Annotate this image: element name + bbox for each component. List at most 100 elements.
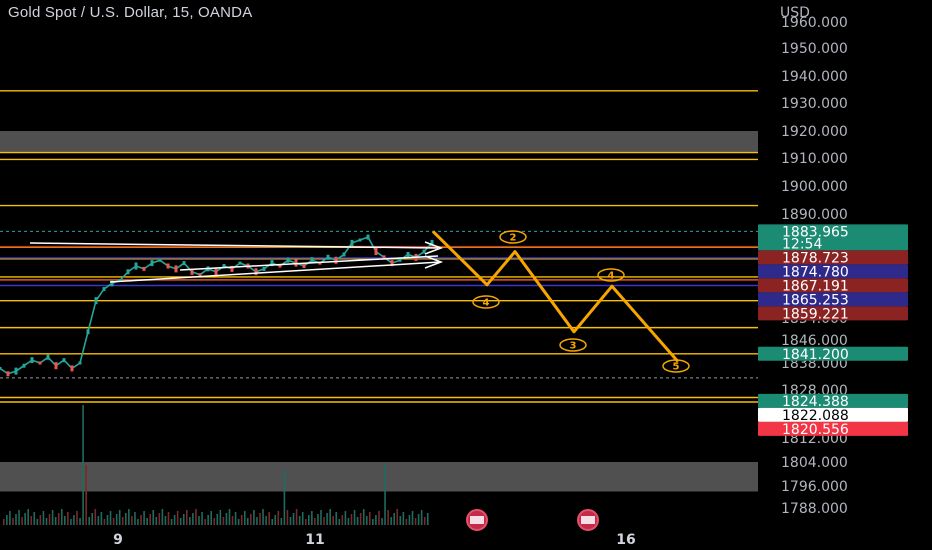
candle bbox=[38, 361, 42, 365]
candle bbox=[214, 268, 218, 276]
arrow-line bbox=[179, 255, 439, 271]
volume-bar bbox=[237, 519, 240, 525]
price-badge-countdown: 12:54 bbox=[782, 236, 822, 252]
y-tick-label: 1930.000 bbox=[781, 96, 848, 112]
arrow-head bbox=[424, 255, 444, 269]
price-badge bbox=[758, 264, 908, 279]
volume-bar bbox=[253, 510, 255, 525]
wave-circle-4 bbox=[472, 295, 500, 309]
y-tick-label: 1960.000 bbox=[781, 15, 848, 31]
volume-bar bbox=[134, 512, 136, 525]
volume-bar bbox=[268, 512, 270, 525]
volume-bar bbox=[234, 512, 237, 525]
y-tick-label: 1890.000 bbox=[781, 207, 848, 223]
volume-bar bbox=[274, 515, 277, 525]
volume-bar bbox=[344, 511, 347, 525]
zone-1 bbox=[0, 462, 758, 492]
volume-bar bbox=[12, 518, 14, 525]
volume-bar bbox=[396, 509, 399, 525]
candle bbox=[102, 287, 106, 292]
candle bbox=[326, 254, 330, 260]
volume-bar bbox=[15, 514, 17, 525]
volume-bar bbox=[405, 519, 408, 525]
volume-bar bbox=[33, 512, 36, 525]
volume-bar bbox=[204, 519, 206, 525]
volume-bar bbox=[42, 511, 45, 525]
price-badge-label: 1824.388 bbox=[782, 394, 849, 410]
wave-label-2: 2 bbox=[510, 233, 517, 244]
chart-title: Gold Spot / U.S. Dollar, 15, OANDA bbox=[8, 4, 253, 21]
volume-bar bbox=[323, 517, 325, 525]
volume-bar bbox=[423, 517, 426, 525]
volume-bar bbox=[143, 511, 145, 525]
candle bbox=[302, 264, 306, 268]
candle bbox=[366, 234, 370, 240]
candle bbox=[86, 329, 90, 335]
volume-bar bbox=[131, 516, 133, 525]
volume-bar bbox=[298, 516, 301, 525]
wave-label-4: 4 bbox=[483, 298, 490, 309]
volume-bar bbox=[189, 517, 191, 525]
volume-bar bbox=[411, 511, 414, 525]
volume-bar bbox=[378, 511, 380, 525]
y-tick-label: 1846.000 bbox=[781, 333, 848, 349]
candle bbox=[54, 362, 58, 370]
volume-bar bbox=[271, 519, 273, 525]
volume-bar bbox=[155, 517, 158, 525]
volume-bar bbox=[375, 515, 377, 525]
volume-bar bbox=[91, 513, 94, 525]
volume-bar bbox=[24, 513, 26, 525]
volume-bar bbox=[161, 509, 164, 525]
volume-bar bbox=[228, 509, 231, 525]
candle bbox=[230, 265, 234, 272]
volume-bar bbox=[121, 517, 124, 525]
volume-bar bbox=[149, 514, 151, 525]
candle bbox=[422, 249, 426, 254]
candle bbox=[174, 265, 178, 273]
volume-bar bbox=[384, 465, 386, 525]
projection-path bbox=[431, 230, 680, 363]
time-axis[interactable]: 9 11 16 bbox=[113, 532, 636, 548]
volume-bar bbox=[387, 510, 389, 525]
candle bbox=[142, 266, 146, 271]
wave-circle-3 bbox=[559, 338, 587, 352]
volume-bar bbox=[262, 509, 264, 525]
supply-demand-zones bbox=[0, 131, 758, 492]
volume-bar bbox=[128, 509, 130, 525]
volume-bar bbox=[222, 517, 225, 525]
volume-bar bbox=[164, 516, 167, 525]
volume-bar bbox=[362, 509, 365, 525]
y-tick-label: 1950.000 bbox=[781, 41, 848, 57]
volume-bar bbox=[338, 519, 341, 525]
zone-0 bbox=[0, 131, 758, 153]
volume-bar bbox=[219, 510, 222, 525]
volume-bar bbox=[106, 515, 109, 525]
candle bbox=[374, 248, 378, 256]
volume-bar bbox=[207, 515, 209, 525]
volume-bar bbox=[417, 514, 420, 525]
volume-bar bbox=[277, 511, 280, 525]
volume-bar bbox=[85, 465, 87, 525]
candle bbox=[238, 261, 242, 265]
candle bbox=[30, 357, 34, 364]
trend-arrows bbox=[29, 241, 444, 283]
candle bbox=[70, 365, 74, 372]
volume-bar bbox=[301, 512, 304, 525]
y-tick-label: 1910.000 bbox=[781, 151, 848, 167]
candle bbox=[278, 264, 282, 268]
candle bbox=[190, 268, 194, 275]
volume-bars bbox=[3, 405, 429, 525]
candle bbox=[358, 238, 362, 242]
volume-bar bbox=[48, 514, 51, 525]
volume-bar bbox=[240, 515, 243, 525]
candle bbox=[262, 266, 266, 271]
x-tick-label: 9 bbox=[113, 532, 123, 548]
volume-bar bbox=[57, 513, 60, 525]
volume-bar bbox=[317, 514, 319, 525]
price-badge-label: 1874.780 bbox=[782, 264, 849, 280]
volume-bar bbox=[27, 509, 29, 525]
y-tick-label: 1900.000 bbox=[781, 179, 848, 195]
volume-bar bbox=[70, 519, 72, 525]
price-badge bbox=[758, 407, 908, 422]
